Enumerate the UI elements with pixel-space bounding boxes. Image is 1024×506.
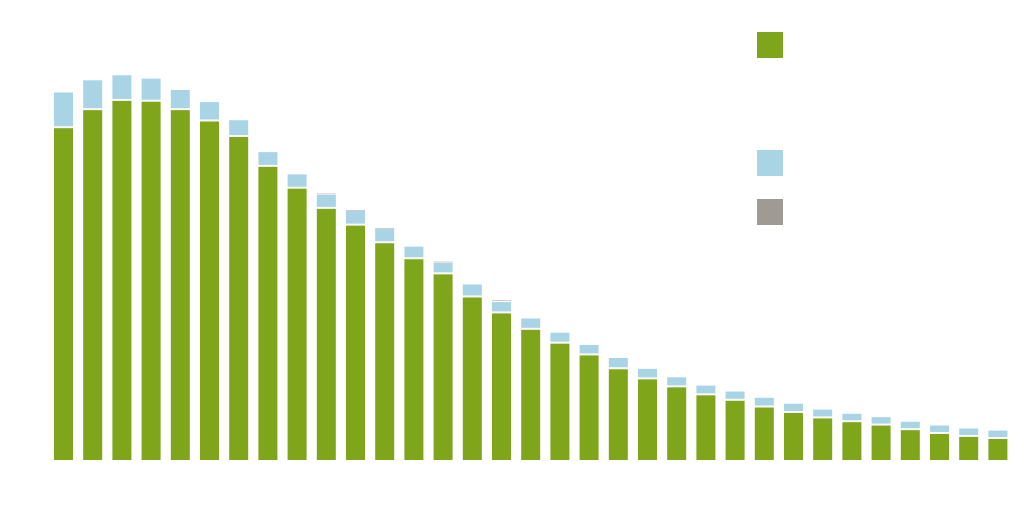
bar-series-2-cat-26 xyxy=(784,403,803,411)
bar-series-2-cat-28 xyxy=(842,413,862,421)
legend-swatch-series-3 xyxy=(757,199,783,225)
bar-series-2-cat-21 xyxy=(638,368,657,378)
bar-series-1-cat-12 xyxy=(375,243,395,460)
bar-series-3-cat-14 xyxy=(433,261,453,263)
bar-series-2-cat-15 xyxy=(462,284,482,296)
bar-series-3-cat-16 xyxy=(492,300,511,301)
bar-series-1-cat-23 xyxy=(696,395,716,460)
bar-series-1-cat-7 xyxy=(229,137,249,460)
bar-series-1-cat-18 xyxy=(550,343,570,460)
bar-series-2-cat-22 xyxy=(667,377,687,386)
bar-series-1-cat-25 xyxy=(754,407,774,460)
bar-series-2-cat-12 xyxy=(375,229,395,242)
bar-series-1-cat-30 xyxy=(900,430,920,460)
bar-series-2-cat-4 xyxy=(141,78,161,100)
bar-series-2-cat-6 xyxy=(200,102,219,120)
bar-series-2-cat-18 xyxy=(550,332,570,342)
bar-series-1-cat-17 xyxy=(521,329,541,460)
bar-series-1-cat-8 xyxy=(258,166,278,460)
legend-swatch-series-2 xyxy=(757,150,783,176)
bar-series-1-cat-3 xyxy=(112,100,132,461)
bar-series-1-cat-1 xyxy=(54,128,73,460)
bar-series-1-cat-4 xyxy=(141,101,161,461)
bar-series-2-cat-11 xyxy=(346,210,365,224)
bar-series-2-cat-10 xyxy=(316,194,336,207)
bar-series-1-cat-16 xyxy=(492,313,511,460)
bar-series-1-cat-6 xyxy=(200,121,219,460)
bar-series-1-cat-15 xyxy=(462,297,482,460)
bar-series-2-cat-5 xyxy=(170,89,190,109)
bar-series-2-cat-31 xyxy=(930,425,949,432)
bar-series-2-cat-14 xyxy=(433,263,453,273)
bar-series-2-cat-25 xyxy=(754,397,774,406)
bar-series-2-cat-33 xyxy=(988,430,1008,437)
legend-swatch-series-1 xyxy=(757,32,783,58)
bar-series-2-cat-23 xyxy=(696,385,716,394)
bar-series-1-cat-20 xyxy=(608,369,628,460)
bar-series-2-cat-16 xyxy=(492,302,511,312)
bar-series-2-cat-7 xyxy=(229,120,249,136)
bar-series-2-cat-3 xyxy=(112,75,132,99)
bar-series-1-cat-13 xyxy=(404,259,424,460)
bar-series-1-cat-28 xyxy=(842,422,862,460)
bar-series-3-cat-12 xyxy=(375,228,395,229)
bar-series-1-cat-22 xyxy=(667,387,687,460)
bar-series-2-cat-1 xyxy=(54,92,73,127)
bar-series-2-cat-20 xyxy=(608,357,628,368)
bar-series-2-cat-9 xyxy=(287,174,307,187)
bar-series-2-cat-13 xyxy=(404,246,424,258)
bar-series-2-cat-29 xyxy=(871,417,891,424)
bar-series-2-cat-17 xyxy=(521,318,541,328)
bar-series-2-cat-2 xyxy=(83,80,103,109)
bar-series-2-cat-30 xyxy=(900,421,920,429)
bar-series-3-cat-10 xyxy=(316,193,336,195)
bar-series-2-cat-32 xyxy=(959,428,979,435)
bar-series-1-cat-14 xyxy=(433,274,453,460)
bar-series-1-cat-24 xyxy=(725,400,745,460)
bar-series-1-cat-32 xyxy=(959,436,979,460)
bar-series-1-cat-9 xyxy=(287,188,307,460)
bar-series-1-cat-29 xyxy=(871,425,891,460)
bars-group xyxy=(54,75,1008,461)
bar-series-1-cat-11 xyxy=(346,225,365,460)
bar-series-2-cat-24 xyxy=(725,391,745,399)
bar-series-1-cat-2 xyxy=(83,110,103,460)
bar-series-1-cat-26 xyxy=(784,412,803,460)
bar-series-1-cat-31 xyxy=(930,433,949,460)
bar-series-1-cat-10 xyxy=(316,208,336,460)
bar-series-2-cat-27 xyxy=(813,409,833,417)
bar-series-1-cat-27 xyxy=(813,418,833,460)
bar-series-1-cat-19 xyxy=(579,355,599,460)
bar-series-2-cat-19 xyxy=(579,344,599,354)
bar-series-1-cat-21 xyxy=(638,379,657,460)
bar-series-1-cat-33 xyxy=(988,439,1008,460)
bar-series-3-cat-11 xyxy=(346,210,365,211)
bar-series-2-cat-8 xyxy=(258,152,278,165)
bar-series-1-cat-5 xyxy=(170,110,190,460)
